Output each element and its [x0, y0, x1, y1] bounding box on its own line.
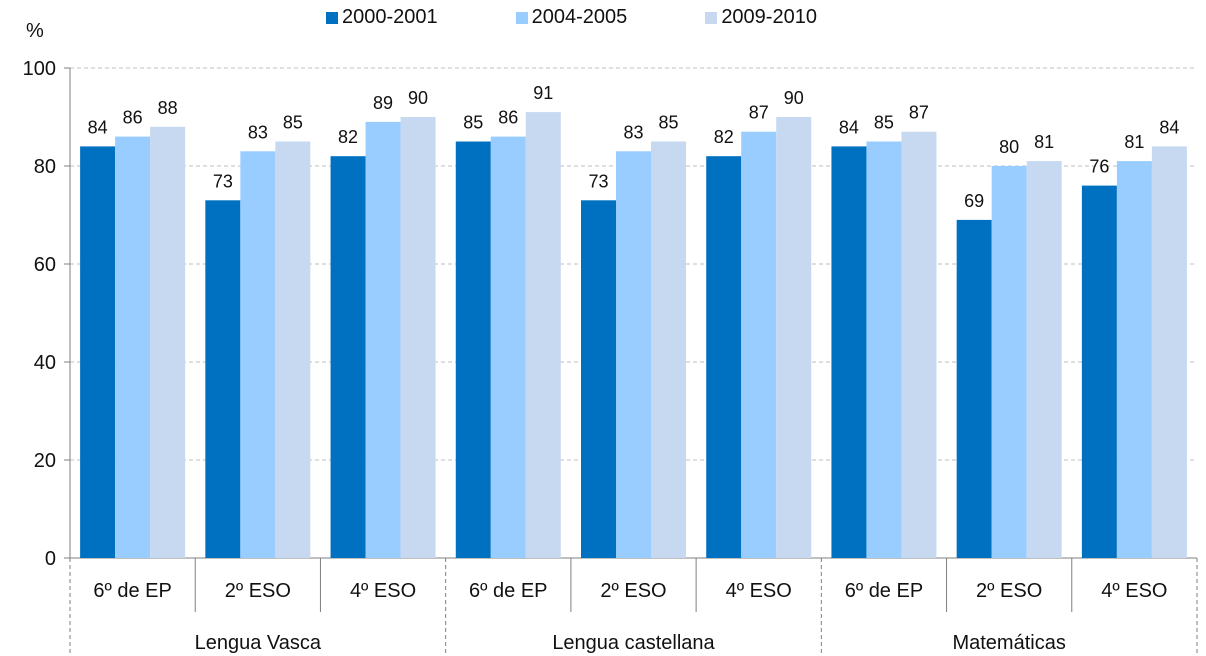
- x-tick-label: 6º de EP: [93, 580, 171, 602]
- legend-item: 2004-2005: [515, 6, 628, 29]
- data-label: 91: [533, 83, 553, 103]
- bar: [1026, 161, 1062, 558]
- bar: [956, 219, 992, 558]
- legend-item: 2009-2010: [705, 6, 817, 29]
- bar: [490, 136, 526, 558]
- bar: [400, 117, 436, 558]
- group-label: Lengua castellana: [552, 632, 715, 654]
- data-label: 86: [123, 108, 143, 128]
- x-tick-label: 4º ESO: [1101, 580, 1167, 602]
- data-label: 88: [158, 98, 178, 118]
- x-tick-label: 2º ESO: [225, 580, 291, 602]
- bar: [901, 131, 937, 558]
- data-label: 81: [1034, 132, 1054, 152]
- y-tick-label: 40: [34, 352, 56, 374]
- y-axis-unit-label: %: [26, 20, 44, 42]
- data-label: 87: [749, 103, 769, 123]
- data-label: 84: [88, 117, 108, 137]
- data-label: 76: [1089, 157, 1109, 177]
- bar: [1151, 146, 1187, 558]
- data-label: 90: [784, 88, 804, 108]
- group-label: Matemáticas: [952, 632, 1065, 654]
- bar: [330, 156, 366, 558]
- data-label: 85: [463, 113, 483, 133]
- bar: [1081, 185, 1117, 558]
- legend-swatch: [326, 11, 338, 24]
- data-label: 84: [839, 117, 859, 137]
- legend-label: 2004-2005: [531, 6, 628, 28]
- data-label: 84: [1159, 117, 1179, 137]
- bar: [150, 126, 186, 559]
- bar: [80, 146, 116, 558]
- y-tick-label: 0: [45, 548, 56, 570]
- legend-swatch: [705, 11, 718, 24]
- bar: [741, 131, 777, 558]
- data-label: 86: [498, 108, 518, 128]
- bar: [240, 151, 276, 559]
- data-label: 73: [213, 171, 233, 191]
- bar: [581, 200, 616, 559]
- data-label: 69: [964, 191, 984, 211]
- data-label: 85: [874, 113, 894, 133]
- bar: [776, 117, 812, 558]
- legend-swatch: [515, 11, 528, 24]
- data-label: 90: [408, 88, 428, 108]
- data-label: 85: [283, 113, 303, 133]
- y-tick-label: 60: [34, 254, 56, 276]
- y-tick-label: 20: [34, 450, 56, 472]
- x-tick-label: 2º ESO: [600, 580, 666, 602]
- bar: [706, 156, 742, 558]
- data-label: 81: [1124, 132, 1144, 152]
- bar: [115, 136, 151, 558]
- bar: [1116, 161, 1152, 558]
- bar: [205, 200, 241, 559]
- x-tick-label: 4º ESO: [350, 580, 416, 602]
- bar: [525, 112, 561, 558]
- x-tick-label: 6º de EP: [845, 580, 923, 602]
- group-label: Lengua Vasca: [195, 632, 322, 654]
- legend-label: 2009-2010: [721, 6, 817, 28]
- legend-label: 2000-2001: [342, 6, 438, 28]
- bar: [455, 141, 491, 558]
- data-label: 80: [999, 137, 1019, 157]
- y-tick-label: 100: [23, 58, 56, 80]
- data-label: 87: [909, 103, 929, 123]
- bar: [866, 141, 902, 558]
- bar: [831, 146, 867, 558]
- legend: 2000-2001 2004-2005 2009-2010: [326, 6, 817, 29]
- x-tick-label: 4º ESO: [726, 580, 792, 602]
- bar: [991, 166, 1027, 558]
- bar: [365, 121, 401, 559]
- data-label: 83: [623, 122, 643, 142]
- data-label: 73: [588, 171, 608, 191]
- data-label: 83: [248, 122, 268, 142]
- y-tick-label: 80: [34, 156, 56, 178]
- data-label: 82: [714, 127, 734, 147]
- bar: [616, 151, 651, 559]
- bar: [651, 141, 686, 558]
- x-tick-label: 2º ESO: [976, 580, 1042, 602]
- data-label: 89: [373, 93, 393, 113]
- x-tick-label: 6º de EP: [469, 580, 547, 602]
- legend-item: 2000-2001: [326, 6, 438, 29]
- data-label: 85: [658, 113, 678, 133]
- data-label: 82: [338, 127, 358, 147]
- bar: [275, 141, 311, 558]
